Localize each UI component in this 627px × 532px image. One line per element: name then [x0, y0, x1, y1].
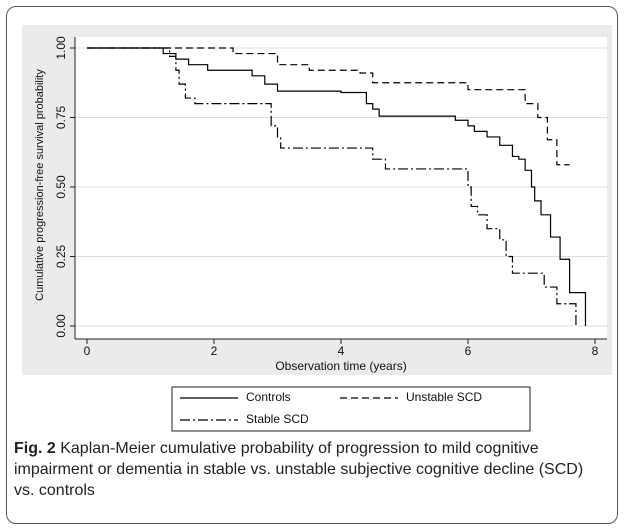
legend-label: Controls: [246, 390, 291, 404]
y-tick-label: 1.00: [54, 36, 68, 60]
figure: [6, 6, 618, 524]
plot-area: [75, 37, 607, 339]
x-axis-title: Observation time (years): [275, 359, 406, 373]
x-tick-label: 0: [84, 344, 91, 358]
x-tick-label: 6: [465, 344, 472, 358]
x-tick-label: 4: [338, 344, 345, 358]
survival-line: [87, 47, 587, 326]
caption: Fig. 2 Kaplan-Meier cumulative probabili…: [14, 438, 604, 501]
survival-line: [87, 47, 570, 166]
y-axis-title: Cumulative progression-free survival pro…: [34, 69, 46, 301]
x-tick-label: 2: [211, 344, 218, 358]
y-tick-label: 0.50: [54, 175, 68, 199]
y-tick-label: 0.25: [54, 244, 68, 268]
y-tick-label: 0.75: [54, 105, 68, 129]
legend-box: [171, 386, 531, 432]
x-tick-label: 8: [592, 344, 599, 358]
survival-line: [87, 47, 577, 326]
y-tick-label: 0.00: [54, 314, 68, 338]
legend-label: Stable SCD: [246, 412, 309, 426]
legend-label: Unstable SCD: [406, 390, 482, 404]
chart: Cumulative progression-free survival pro…: [22, 25, 612, 432]
caption-text: Kaplan-Meier cumulative probability of p…: [14, 440, 584, 499]
caption-label: Fig. 2: [14, 440, 56, 457]
